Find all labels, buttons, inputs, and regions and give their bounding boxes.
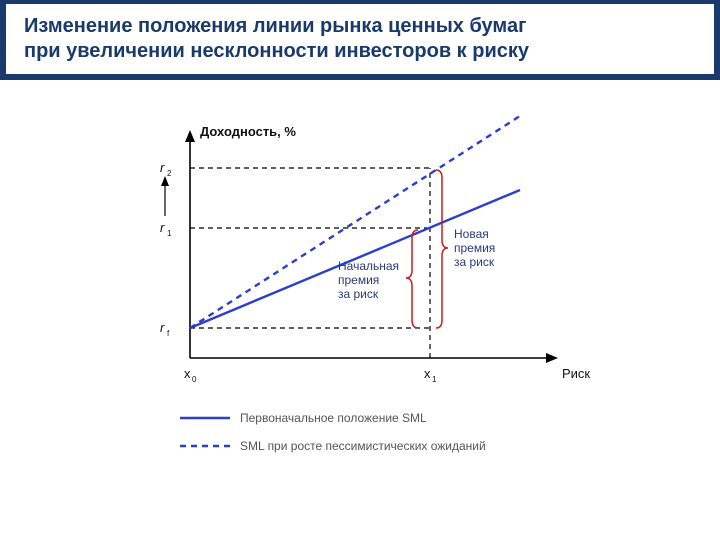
annot-initial: Начальная премия за риск [338, 259, 399, 301]
svg-text:за риск: за риск [454, 255, 495, 269]
svg-text:за риск: за риск [338, 287, 379, 301]
sml-chart: Доходность, % Риск r 2 r 1 [90, 98, 630, 518]
legend-initial: Первоначальное положение SML [240, 411, 427, 425]
svg-text:x: x [184, 366, 191, 381]
y-tick-r1: r 1 [160, 220, 172, 238]
svg-text:2: 2 [167, 169, 172, 178]
svg-text:0: 0 [192, 375, 197, 384]
title-line-2: при увеличении несклонности инвесторов к… [24, 39, 696, 64]
x-tick-x1: x 1 [424, 366, 437, 384]
svg-text:x: x [424, 366, 431, 381]
bracket-initial [406, 230, 418, 328]
annot-new: Новая премия за риск [454, 227, 495, 269]
legend: Первоначальное положение SML SML при рос… [180, 411, 486, 453]
x-axis-label: Риск [562, 366, 590, 381]
chart-svg: Доходность, % Риск r 2 r 1 [90, 98, 630, 518]
y-tick-r2: r 2 [160, 160, 172, 178]
x-tick-x0: x 0 [184, 366, 197, 384]
legend-new: SML при росте пессимистических ожиданий [240, 439, 486, 453]
y-tick-rf: r f [160, 320, 170, 338]
svg-text:1: 1 [167, 229, 172, 238]
title-line-1: Изменение положения линии рынка ценных б… [24, 14, 696, 39]
y-axis-label: Доходность, % [200, 124, 296, 139]
svg-text:премия: премия [338, 273, 379, 287]
bracket-new [436, 170, 448, 328]
svg-text:r: r [160, 160, 165, 175]
svg-text:Начальная: Начальная [338, 259, 399, 273]
svg-text:Новая: Новая [454, 227, 489, 241]
svg-text:премия: премия [454, 241, 495, 255]
svg-text:1: 1 [432, 375, 437, 384]
svg-text:r: r [160, 320, 165, 335]
r1-to-r2-arrow [161, 176, 169, 216]
slide-header: Изменение положения линии рынка ценных б… [0, 0, 720, 80]
svg-text:r: r [160, 220, 165, 235]
svg-text:f: f [167, 329, 170, 338]
title-box: Изменение положения линии рынка ценных б… [6, 4, 714, 74]
